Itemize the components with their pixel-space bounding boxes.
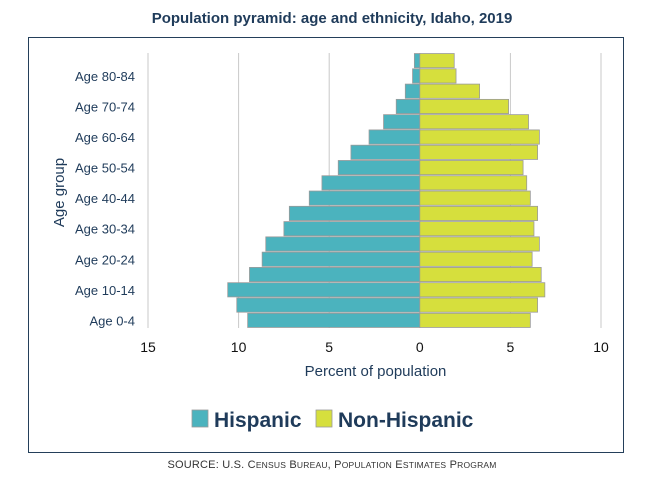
bar-non-hispanic — [419, 297, 538, 313]
x-tick-label: 5 — [507, 339, 515, 355]
chart-title: Population pyramid: age and ethnicity, I… — [151, 10, 513, 27]
bar-non-hispanic — [419, 83, 480, 99]
source-text: ROGRAM — [457, 460, 497, 470]
y-tick-label: Age 50-54 — [75, 161, 135, 176]
source-text: E — [392, 459, 403, 471]
source-note: SOURCE: U.S. CENSUS BUREAU, POPULATION E… — [0, 459, 664, 471]
x-tick-label: 10 — [231, 339, 247, 355]
bar-hispanic — [350, 144, 421, 160]
y-tick-label: Age 40-44 — [75, 191, 135, 206]
y-axis-title: Age group — [51, 158, 68, 227]
bar-non-hispanic — [419, 251, 533, 267]
bar-hispanic — [265, 236, 421, 252]
x-tick-label: 5 — [325, 339, 333, 355]
bar-non-hispanic — [419, 236, 540, 252]
y-tick-label: Age 10-14 — [75, 283, 135, 298]
bar-non-hispanic — [419, 221, 535, 237]
x-tick-label: 0 — [416, 339, 424, 355]
bar-hispanic — [288, 205, 421, 221]
bar-non-hispanic — [419, 190, 531, 206]
y-tick-label: Age 30-34 — [75, 222, 135, 237]
bar-non-hispanic — [419, 312, 531, 328]
source-text: STIMATES — [402, 460, 447, 470]
bar-non-hispanic — [419, 175, 528, 191]
source-text: , P — [327, 459, 342, 471]
x-axis-title: Percent of population — [305, 363, 447, 380]
source-text: ENSUS — [255, 460, 287, 470]
bar-hispanic — [337, 160, 421, 176]
bar-hispanic — [247, 312, 421, 328]
x-tick-label: 10 — [593, 339, 609, 355]
bar-non-hispanic — [419, 160, 524, 176]
bar-hispanic — [321, 175, 421, 191]
y-tick-label: Age 70-74 — [75, 99, 135, 114]
source-text: OPULATION — [341, 460, 393, 470]
bar-hispanic — [412, 68, 421, 84]
bar-non-hispanic — [419, 205, 538, 221]
y-tick-label: Age 60-64 — [75, 130, 135, 145]
chart-frame — [28, 37, 624, 453]
legend-label-non-hispanic: Non-Hispanic — [338, 409, 474, 432]
legend-swatch-non-hispanic — [315, 409, 333, 428]
source-text: B — [286, 459, 297, 471]
bar-non-hispanic — [419, 282, 546, 298]
bar-hispanic — [227, 282, 421, 298]
bar-non-hispanic — [419, 68, 457, 84]
bar-non-hispanic — [419, 53, 455, 69]
legend-swatch-hispanic — [191, 409, 209, 428]
source-text: UREAU — [296, 460, 328, 470]
legend-label-hispanic: Hispanic — [214, 409, 302, 432]
bar-non-hispanic — [419, 267, 542, 283]
bar-hispanic — [383, 114, 421, 130]
y-tick-label: Age 20-24 — [75, 252, 135, 267]
bar-non-hispanic — [419, 98, 509, 114]
bar-hispanic — [395, 98, 421, 114]
bar-hispanic — [249, 267, 421, 283]
bar-non-hispanic — [419, 129, 540, 145]
x-tick-label: 15 — [140, 339, 156, 355]
bar-non-hispanic — [419, 114, 529, 130]
bar-hispanic — [308, 190, 421, 206]
bar-non-hispanic — [419, 144, 538, 160]
bar-hispanic — [368, 129, 421, 145]
bar-hispanic — [404, 83, 421, 99]
y-tick-label: Age 0-4 — [89, 313, 135, 328]
source-text: P — [446, 459, 458, 471]
y-tick-label: Age 80-84 — [75, 69, 135, 84]
bar-hispanic — [261, 251, 421, 267]
bar-hispanic — [413, 53, 421, 69]
bar-hispanic — [283, 221, 421, 237]
bar-hispanic — [236, 297, 421, 313]
source-text: SOURCE: U.S. C — [167, 459, 256, 471]
